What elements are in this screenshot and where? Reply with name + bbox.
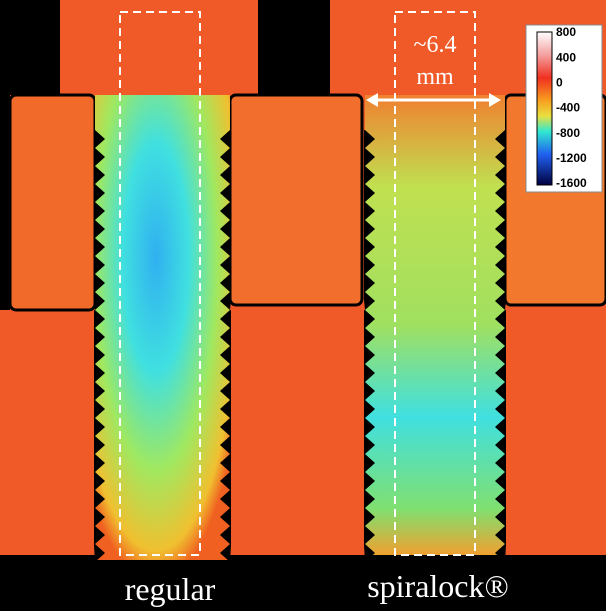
width-value: ~6.4 bbox=[414, 32, 457, 58]
figure: ~6.4 mm 800 400 0 -400 -800 -1200 -1600 regula… bbox=[0, 0, 606, 611]
colorbar-tick-label: 800 bbox=[556, 25, 576, 39]
colorbar-tick-label: -1600 bbox=[556, 176, 587, 190]
gap bbox=[258, 0, 330, 95]
gap bbox=[0, 555, 606, 611]
nut-block bbox=[10, 95, 95, 310]
bolt-spiralock bbox=[365, 95, 505, 555]
nut-block bbox=[230, 95, 362, 305]
colorbar-tick-label: 0 bbox=[556, 76, 563, 90]
bolt-regular bbox=[95, 95, 230, 560]
label-regular: regular bbox=[125, 571, 216, 607]
colorbar-tick-label: -1200 bbox=[556, 151, 587, 165]
gap bbox=[0, 0, 60, 95]
colorbar-tick-label: -800 bbox=[556, 126, 580, 140]
colorbar bbox=[537, 32, 552, 185]
colorbar-tick-label: 400 bbox=[556, 50, 576, 64]
label-spiralock: spiralock® bbox=[367, 568, 509, 604]
colorbar-tick-label: -400 bbox=[556, 101, 580, 115]
width-unit: mm bbox=[416, 64, 454, 90]
